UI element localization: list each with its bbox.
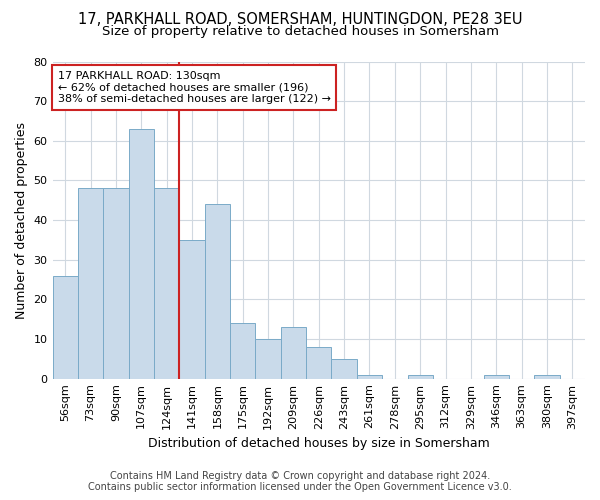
Bar	[306, 347, 331, 378]
Y-axis label: Number of detached properties: Number of detached properties	[15, 122, 28, 318]
X-axis label: Distribution of detached houses by size in Somersham: Distribution of detached houses by size …	[148, 437, 490, 450]
Bar	[331, 359, 357, 378]
Bar	[78, 188, 103, 378]
Text: Size of property relative to detached houses in Somersham: Size of property relative to detached ho…	[101, 25, 499, 38]
Bar	[179, 240, 205, 378]
Bar	[128, 129, 154, 378]
Bar	[230, 323, 256, 378]
Bar	[534, 374, 560, 378]
Text: 17 PARKHALL ROAD: 130sqm
← 62% of detached houses are smaller (196)
38% of semi-: 17 PARKHALL ROAD: 130sqm ← 62% of detach…	[58, 71, 331, 104]
Bar	[205, 204, 230, 378]
Bar	[256, 339, 281, 378]
Bar	[53, 276, 78, 378]
Bar	[103, 188, 128, 378]
Bar	[357, 374, 382, 378]
Text: Contains HM Land Registry data © Crown copyright and database right 2024.
Contai: Contains HM Land Registry data © Crown c…	[88, 471, 512, 492]
Bar	[484, 374, 509, 378]
Bar	[281, 327, 306, 378]
Bar	[407, 374, 433, 378]
Text: 17, PARKHALL ROAD, SOMERSHAM, HUNTINGDON, PE28 3EU: 17, PARKHALL ROAD, SOMERSHAM, HUNTINGDON…	[78, 12, 522, 28]
Bar	[154, 188, 179, 378]
